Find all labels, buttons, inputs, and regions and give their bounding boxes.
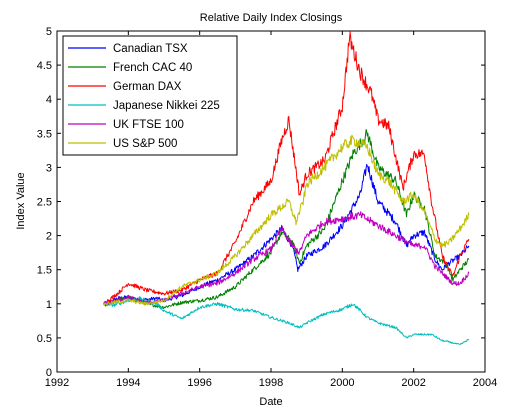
series-line-4 <box>103 211 470 305</box>
series-line-3 <box>102 296 470 345</box>
x-tick-label: 2002 <box>401 377 425 389</box>
legend-box <box>62 35 238 156</box>
series-group <box>102 31 470 345</box>
x-tick-label: 1992 <box>45 377 69 389</box>
series-line-2 <box>102 31 470 305</box>
y-tick-label: 5 <box>46 26 52 38</box>
y-tick-label: 0 <box>46 367 52 379</box>
legend: Canadian TSX French CAC 40 German DAX Japan… <box>62 35 238 156</box>
y-axis-title: Index Value <box>15 172 27 229</box>
x-axis-title: Date <box>259 396 282 408</box>
y-tick-label: 0.5 <box>37 333 52 345</box>
y-tick-label: 1.5 <box>37 265 52 277</box>
legend-label: US S&P 500 <box>113 138 177 150</box>
legend-label: Canadian TSX <box>113 43 188 55</box>
x-tick-label: 1998 <box>259 377 283 389</box>
y-tick-label: 2 <box>46 231 52 243</box>
x-tick-label: 1996 <box>187 377 211 389</box>
axis-ticks: 1992 1994 1996 1998 2000 2002 2004 0 0.5 1 1.5 2 2.5… <box>37 26 498 389</box>
x-tick-label: 2000 <box>330 377 354 389</box>
y-tick-label: 3 <box>46 162 52 174</box>
legend-label: Japanese Nikkei 225 <box>113 100 220 112</box>
y-tick-label: 2.5 <box>37 197 52 209</box>
y-tick-label: 4 <box>46 94 52 106</box>
legend-label: UK FTSE 100 <box>113 119 184 131</box>
series-line-5 <box>102 134 470 306</box>
x-tick-label: 1994 <box>116 377 140 389</box>
x-tick-label: 2004 <box>473 377 497 389</box>
y-tick-label: 3.5 <box>37 128 52 140</box>
y-tick-label: 1 <box>46 299 52 311</box>
chart-title: Relative Daily Index Closings <box>200 12 343 24</box>
legend-label: French CAC 40 <box>113 62 192 74</box>
y-tick-label: 4.5 <box>37 60 52 72</box>
legend-label: German DAX <box>113 81 182 93</box>
